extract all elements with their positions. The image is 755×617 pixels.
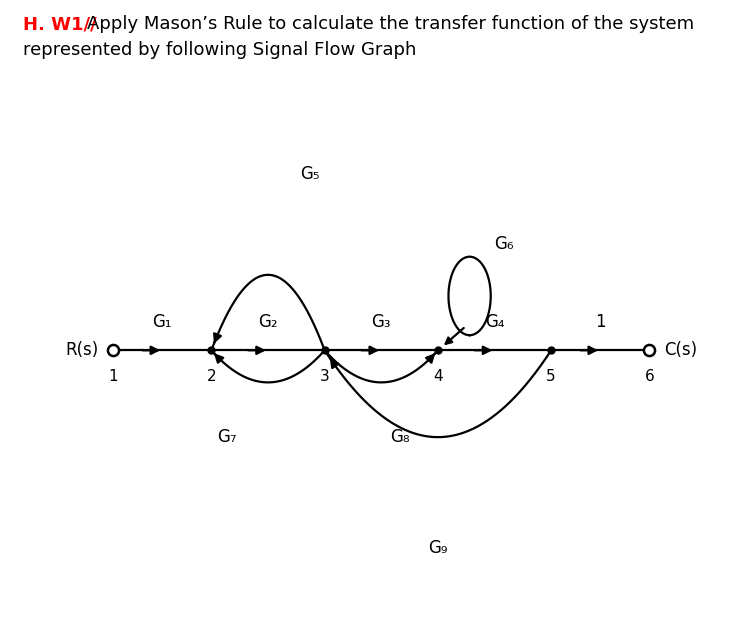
Text: Apply Mason’s Rule to calculate the transfer function of the system: Apply Mason’s Rule to calculate the tran…: [87, 15, 694, 33]
Text: G₃: G₃: [371, 313, 391, 331]
Text: 3: 3: [320, 369, 329, 384]
Text: G₂: G₂: [258, 313, 278, 331]
Text: G₅: G₅: [300, 165, 319, 183]
Text: 2: 2: [207, 369, 216, 384]
Text: G₁: G₁: [153, 313, 172, 331]
Text: G₆: G₆: [495, 235, 514, 253]
Text: G₉: G₉: [428, 539, 448, 557]
Text: C(s): C(s): [664, 341, 698, 359]
Text: G₄: G₄: [485, 313, 504, 331]
Text: 1: 1: [109, 369, 118, 384]
Text: R(s): R(s): [65, 341, 98, 359]
Text: represented by following Signal Flow Graph: represented by following Signal Flow Gra…: [23, 41, 416, 59]
Text: G₈: G₈: [390, 428, 410, 446]
Text: 6: 6: [645, 369, 654, 384]
Text: 5: 5: [547, 369, 556, 384]
Text: G₇: G₇: [217, 428, 236, 446]
Text: 4: 4: [433, 369, 442, 384]
Text: 1: 1: [595, 313, 606, 331]
Text: H. W1//: H. W1//: [23, 15, 97, 33]
